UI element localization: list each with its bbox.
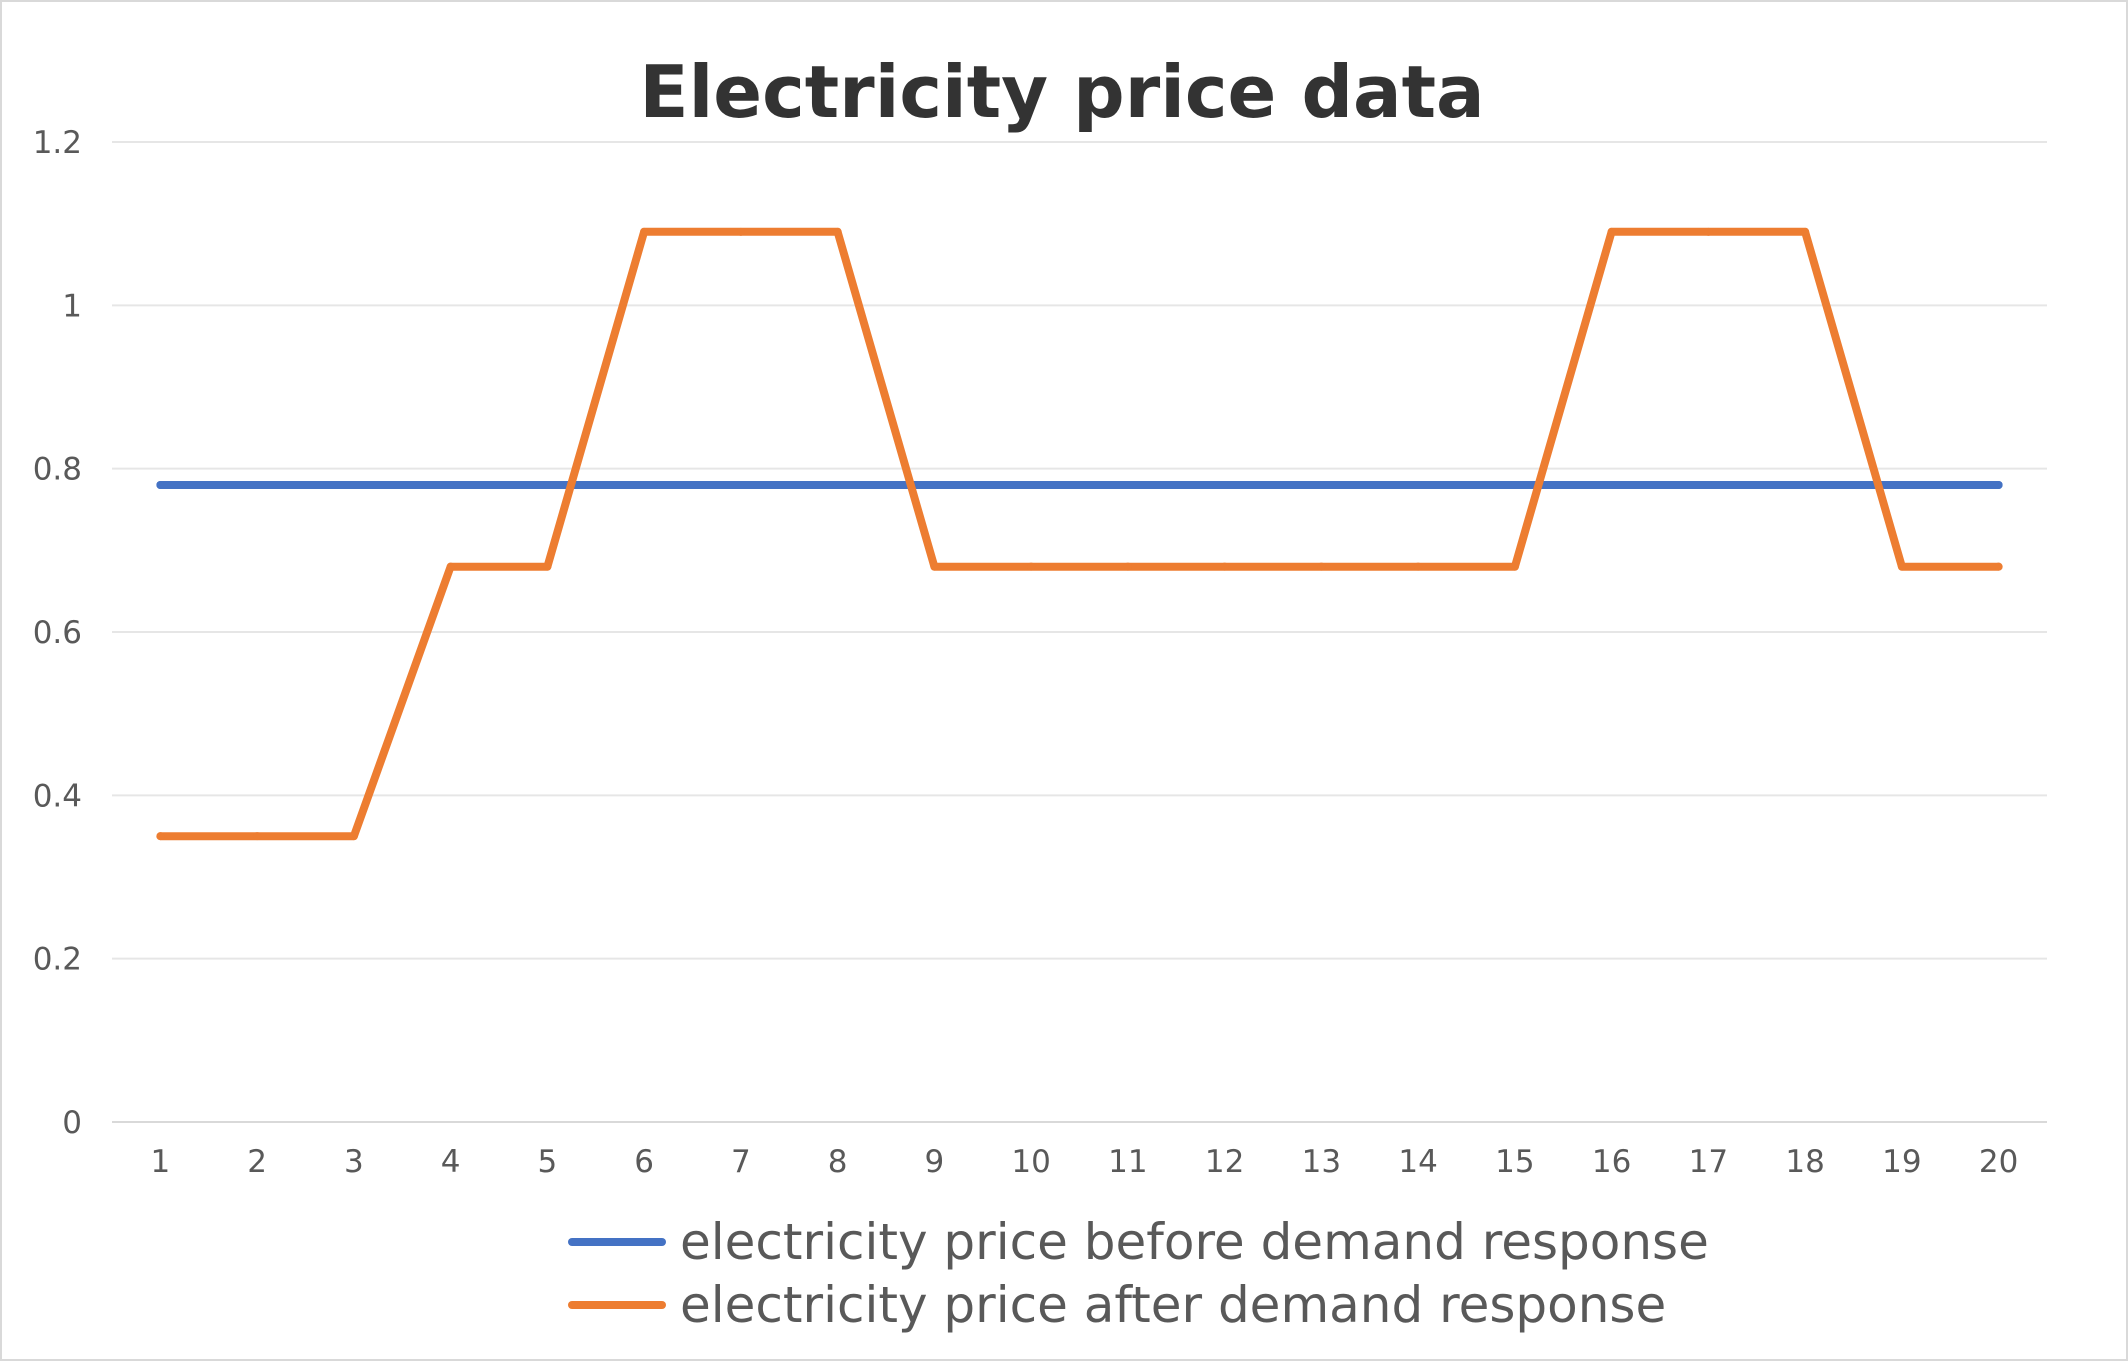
series-1-point: [1897, 481, 1906, 489]
series-2-point: [1414, 562, 1423, 571]
x-tick-label: 13: [1302, 1144, 1341, 1180]
x-tick-label: 14: [1398, 1144, 1437, 1180]
series-2-point: [1317, 562, 1326, 571]
x-tick-label: 9: [925, 1144, 945, 1180]
series-2-point: [1704, 227, 1713, 236]
y-axis-ticks: 0 0.2 0.4 0.6 0.8 1 1.2: [33, 125, 82, 1141]
series-2-point: [1510, 562, 1519, 571]
series-2-point: [1123, 562, 1132, 571]
series-2-point: [253, 832, 262, 841]
series-lines: [156, 227, 2003, 841]
series-1-point: [1801, 481, 1810, 489]
gridlines: [112, 141, 2047, 1123]
x-axis-ticks: 1 2 3 4 5 6 7 8 9 10 11 12 13 14 15 16 17 18 19 20: [151, 1144, 2019, 1180]
x-tick-label: 16: [1592, 1144, 1631, 1180]
y-tick-label: 0: [62, 1105, 82, 1141]
series-1-point: [1414, 481, 1423, 489]
legend-label-1: electricity price before demand response: [680, 1213, 1709, 1271]
x-tick-label: 17: [1689, 1144, 1728, 1180]
series-2-point: [446, 562, 455, 571]
x-tick-label: 5: [538, 1144, 558, 1180]
series-2-point: [736, 227, 745, 236]
series-2-point: [930, 562, 939, 571]
x-tick-label: 4: [441, 1144, 461, 1180]
x-tick-label: 6: [634, 1144, 654, 1180]
x-tick-label: 19: [1882, 1144, 1921, 1180]
x-tick-label: 12: [1205, 1144, 1244, 1180]
x-tick-label: 7: [731, 1144, 751, 1180]
x-tick-label: 18: [1785, 1144, 1824, 1180]
series-1-point: [1704, 481, 1713, 489]
series-2-point: [1607, 227, 1616, 236]
series-1-point: [1994, 481, 2003, 489]
series-1-point: [253, 481, 262, 489]
series-line-2: [156, 227, 2003, 841]
x-tick-label: 11: [1108, 1144, 1147, 1180]
series-1-point: [349, 481, 358, 489]
y-tick-label: 1.2: [33, 125, 82, 161]
series-2-point: [1994, 562, 2003, 571]
series-1-point: [1317, 481, 1326, 489]
legend: electricity price before demand response…: [568, 1213, 1709, 1334]
x-tick-label: 2: [247, 1144, 267, 1180]
series-1-point: [1027, 481, 1036, 489]
y-tick-label: 1: [62, 288, 82, 324]
series-1-point: [1220, 481, 1229, 489]
series-1-point: [833, 481, 842, 489]
series-1-point: [156, 481, 165, 489]
legend-label-2: electricity price after demand response: [680, 1276, 1666, 1334]
series-2-point: [640, 227, 649, 236]
series-1-point: [543, 481, 552, 489]
series-2-point: [1027, 562, 1036, 571]
series-1-point: [640, 481, 649, 489]
y-tick-label: 0.4: [33, 778, 82, 814]
y-tick-label: 0.2: [33, 942, 82, 978]
y-tick-label: 0.8: [33, 452, 82, 488]
x-tick-label: 3: [344, 1144, 364, 1180]
x-tick-label: 20: [1979, 1144, 2018, 1180]
x-tick-label: 1: [151, 1144, 171, 1180]
series-1-point: [446, 481, 455, 489]
series-2-point: [1897, 562, 1906, 571]
series-2-point: [543, 562, 552, 571]
x-tick-label: 8: [828, 1144, 848, 1180]
series-2-point: [1220, 562, 1229, 571]
series-1-point: [930, 481, 939, 489]
chart-title: Electricity price data: [639, 50, 1484, 134]
series-2-point: [349, 832, 358, 841]
series-1-point: [1607, 481, 1616, 489]
series-2-point: [156, 832, 165, 841]
series-2-point: [1801, 227, 1810, 236]
series-1-point: [1510, 481, 1519, 489]
series-1-point: [736, 481, 745, 489]
y-tick-label: 0.6: [33, 615, 82, 651]
series-1-point: [1123, 481, 1132, 489]
series-2-point: [833, 227, 842, 236]
x-tick-label: 10: [1011, 1144, 1050, 1180]
x-tick-label: 15: [1495, 1144, 1534, 1180]
